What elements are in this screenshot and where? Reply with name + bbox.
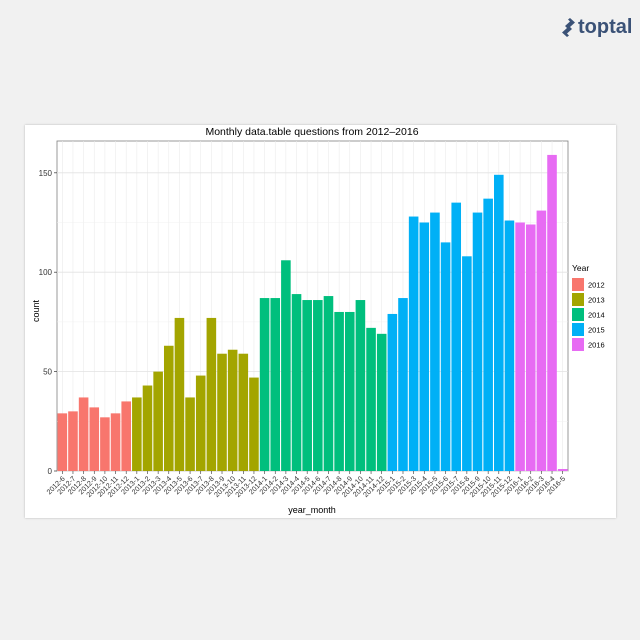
bar-2013-11 bbox=[239, 354, 249, 471]
bar-2012-11 bbox=[111, 413, 121, 471]
bar-2015-2 bbox=[398, 298, 408, 471]
toptal-logo-icon bbox=[561, 18, 576, 37]
bar-2016-3 bbox=[537, 211, 547, 471]
bar-2015-8 bbox=[462, 256, 472, 471]
bar-2013-4 bbox=[164, 346, 174, 471]
bar-2014-10 bbox=[356, 300, 366, 471]
legend-label: 2015 bbox=[588, 326, 605, 335]
bar-2013-10 bbox=[228, 350, 238, 471]
bar-2014-8 bbox=[334, 312, 344, 471]
legend: Year 2012 2013 2014 2015 2016 bbox=[572, 263, 605, 351]
bar-2014-2 bbox=[270, 298, 280, 471]
legend-swatch bbox=[572, 338, 584, 351]
bar-2014-5 bbox=[302, 300, 312, 471]
bar-2012-12 bbox=[121, 401, 131, 471]
y-axis-label: count bbox=[31, 299, 41, 322]
bar-2013-2 bbox=[143, 386, 153, 471]
bar-2016-2 bbox=[526, 224, 536, 471]
y-tick-label: 100 bbox=[39, 268, 53, 277]
legend-label: 2016 bbox=[588, 341, 605, 350]
bar-2016-4 bbox=[547, 155, 557, 471]
bar-2013-12 bbox=[249, 378, 259, 471]
brand-logo: toptal bbox=[561, 16, 632, 39]
bar-2015-5 bbox=[430, 213, 440, 471]
bar-2015-11 bbox=[494, 175, 504, 471]
bar-2014-3 bbox=[281, 260, 291, 471]
legend-label: 2013 bbox=[588, 296, 605, 305]
bar-2014-4 bbox=[292, 294, 302, 471]
legend-swatch bbox=[572, 308, 584, 321]
bar-2015-9 bbox=[473, 213, 483, 471]
y-tick-label: 50 bbox=[43, 368, 52, 377]
bar-2012-7 bbox=[68, 411, 78, 471]
bar-2013-5 bbox=[175, 318, 185, 471]
bar-2015-4 bbox=[419, 223, 429, 471]
legend-swatch bbox=[572, 293, 584, 306]
bar-2012-6 bbox=[58, 413, 68, 471]
bar-2013-6 bbox=[185, 397, 195, 471]
bar-2012-9 bbox=[89, 407, 99, 471]
bar-2013-9 bbox=[217, 354, 227, 471]
bar-2015-10 bbox=[483, 199, 493, 471]
x-axis-label: year_month bbox=[288, 505, 336, 515]
bar-2015-12 bbox=[505, 221, 515, 471]
y-tick-label: 150 bbox=[39, 169, 53, 178]
chart-title: Monthly data.table questions from 2012–2… bbox=[205, 126, 418, 138]
bar-2015-7 bbox=[451, 203, 461, 471]
bar-2014-6 bbox=[313, 300, 323, 471]
bar-chart: Monthly data.table questions from 2012–2… bbox=[25, 125, 616, 518]
bar-2014-7 bbox=[324, 296, 334, 471]
legend-swatch bbox=[572, 278, 584, 291]
bar-2013-8 bbox=[207, 318, 217, 471]
bar-2013-7 bbox=[196, 376, 206, 471]
bar-2014-1 bbox=[260, 298, 270, 471]
bar-2013-3 bbox=[153, 372, 163, 471]
bar-2014-11 bbox=[366, 328, 376, 471]
y-tick-label: 0 bbox=[48, 467, 53, 476]
legend-title: Year bbox=[572, 263, 589, 273]
bar-2014-9 bbox=[345, 312, 355, 471]
legend-swatch bbox=[572, 323, 584, 336]
bar-2013-1 bbox=[132, 397, 142, 471]
bar-2016-1 bbox=[515, 223, 525, 471]
bar-2014-12 bbox=[377, 334, 387, 471]
bar-2015-6 bbox=[441, 242, 451, 471]
legend-label: 2014 bbox=[588, 311, 605, 320]
legend-label: 2012 bbox=[588, 281, 605, 290]
chart-card: Monthly data.table questions from 2012–2… bbox=[25, 125, 616, 518]
bar-2012-8 bbox=[79, 397, 89, 471]
bar-2016-5 bbox=[558, 469, 568, 471]
bar-2015-3 bbox=[409, 217, 419, 471]
bar-2012-10 bbox=[100, 417, 110, 471]
brand-name: toptal bbox=[578, 16, 632, 39]
bar-2015-1 bbox=[388, 314, 398, 471]
